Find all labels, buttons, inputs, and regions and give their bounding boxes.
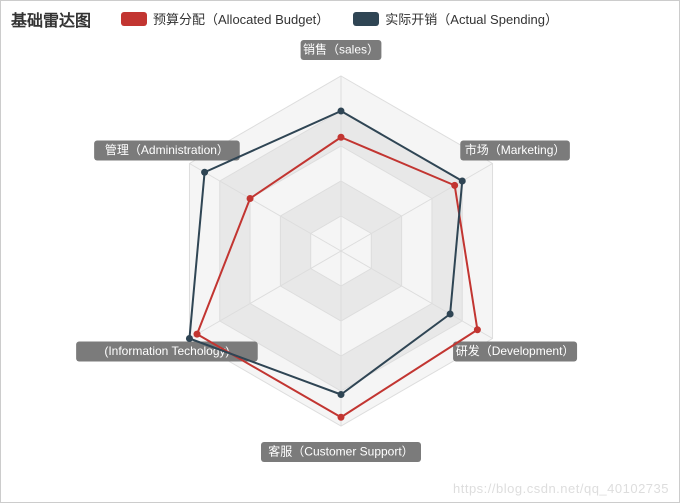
radar-svg: 销售（sales） 市场（Marketing） 研发（Development） 客服（…: [1, 21, 680, 503]
svg-text:客服（Customer Support）: 客服（Customer Support）: [268, 444, 413, 459]
svg-text:销售（sales）: 销售（sales）: [303, 42, 379, 57]
radar-chart: 销售（sales） 市场（Marketing） 研发（Development） 客服（…: [1, 21, 680, 503]
svg-text:市场（Marketing）: 市场（Marketing）: [465, 142, 566, 157]
svg-text:研发（Development）: 研发（Development）: [456, 343, 575, 358]
chart-frame: 基础雷达图 预算分配（Allocated Budget） 实际开销（Actual…: [0, 0, 680, 503]
svg-text:管理（Administration）: 管理（Administration）: [105, 142, 229, 157]
